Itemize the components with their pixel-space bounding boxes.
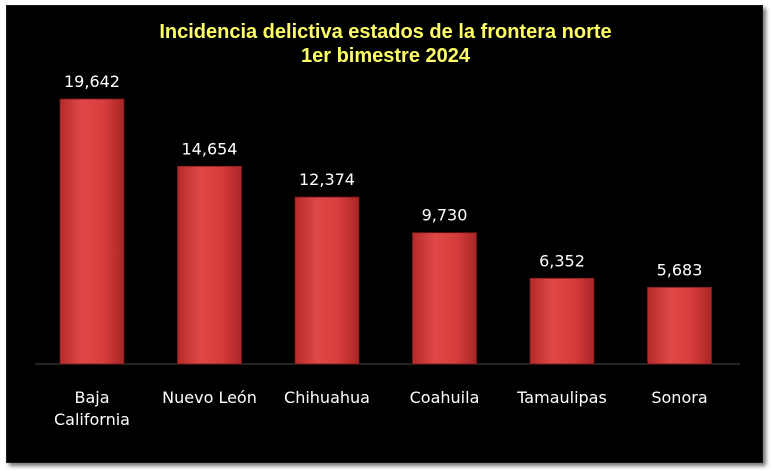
bar xyxy=(647,286,712,365)
data-label: 14,654 xyxy=(182,139,238,158)
bar xyxy=(59,98,125,365)
data-label: 6,352 xyxy=(539,251,585,270)
bar xyxy=(294,196,360,365)
category-label: Coahuila xyxy=(410,388,480,407)
bar xyxy=(177,165,242,365)
bars-group xyxy=(59,98,712,365)
bar xyxy=(529,277,595,365)
data-label: 9,730 xyxy=(422,206,468,225)
chart-subtitle: 1er bimestre 2024 xyxy=(300,45,470,67)
chart-area xyxy=(6,5,763,463)
data-label: 19,642 xyxy=(64,72,120,91)
data-labels-group: 19,642 14,654 12,374 9,730 6,352 5,683 xyxy=(64,72,702,279)
chart-title-block: Incidencia delictiva estados de la front… xyxy=(0,20,771,68)
category-label: Sonora xyxy=(651,388,707,407)
category-label: Tamaulipas xyxy=(516,388,607,407)
bar xyxy=(412,232,477,365)
category-label: Baja California xyxy=(54,388,130,429)
data-label: 5,683 xyxy=(657,260,703,279)
data-label: 12,374 xyxy=(299,170,355,189)
category-label: Nuevo León xyxy=(162,388,257,407)
category-label: Chihuahua xyxy=(284,388,370,407)
chart-title: Incidencia delictiva estados de la front… xyxy=(159,21,612,43)
category-labels-group: Baja California Nuevo León Chihuahua Coahuil… xyxy=(54,388,708,429)
